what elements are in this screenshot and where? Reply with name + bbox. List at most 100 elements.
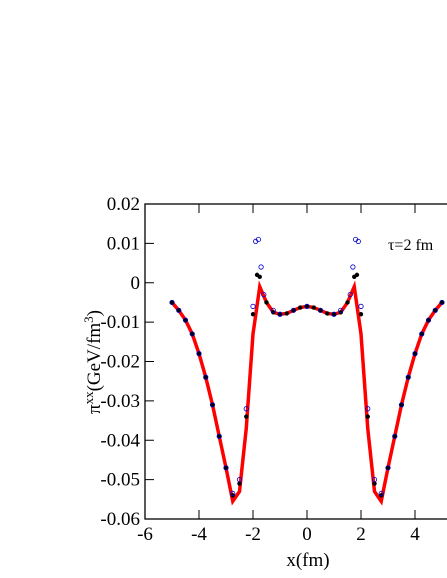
- data-dot: [250, 312, 256, 317]
- data-circle: [425, 317, 432, 323]
- data-circle: [412, 351, 418, 357]
- y-tick-label: -0.02: [100, 352, 140, 373]
- x-tick-label: 2: [356, 524, 366, 545]
- data-dot: [284, 311, 289, 316]
- y-label-part: (GeV/fm: [84, 323, 105, 392]
- y-tick-label: 0.01: [107, 233, 140, 254]
- data-dot: [358, 312, 364, 317]
- data-dot: [385, 465, 391, 471]
- data-circle: [350, 264, 356, 270]
- data-dot: [196, 351, 202, 356]
- data-dot: [419, 331, 424, 337]
- data-circle: [331, 311, 337, 317]
- x-tick-label: 0: [302, 524, 312, 545]
- x-tick-label: -6: [137, 524, 153, 545]
- x-axis-label: x(fm): [286, 550, 329, 571]
- data-circle: [250, 303, 256, 309]
- data-dot: [433, 308, 438, 313]
- data-dot: [176, 308, 181, 313]
- data-circle: [258, 264, 264, 270]
- data-circle: [432, 307, 438, 313]
- data-circle: [261, 291, 267, 298]
- data-dot: [183, 317, 188, 323]
- data-circle: [304, 303, 310, 309]
- data-dot: [439, 300, 445, 305]
- y-label-part: 3: [81, 316, 96, 323]
- data-dot: [264, 300, 269, 305]
- data-dot: [210, 402, 215, 408]
- data-dot: [203, 375, 208, 380]
- data-circle: [378, 490, 384, 497]
- data-circle: [358, 303, 364, 309]
- data-circle: [277, 311, 283, 317]
- annotation: τ=2 fm: [388, 237, 434, 254]
- data-dot: [325, 311, 330, 316]
- data-circle: [338, 307, 344, 313]
- data-circle: [270, 307, 276, 313]
- data-dot: [190, 331, 195, 337]
- data-dot: [237, 481, 242, 486]
- x-tick-label: -4: [191, 524, 207, 545]
- data-circle: [385, 465, 391, 471]
- data-dot: [331, 312, 337, 317]
- y-label-part: ): [84, 310, 105, 316]
- data-circle: [223, 465, 229, 471]
- data-dot: [318, 308, 323, 313]
- data-dot: [169, 300, 175, 305]
- data-circle: [230, 490, 236, 497]
- data-dot: [426, 317, 431, 323]
- x-tick-label: -2: [245, 524, 261, 545]
- data-dot: [304, 304, 310, 309]
- y-tick-label: -0.05: [100, 470, 140, 491]
- y-tick-label: -0.06: [100, 509, 140, 530]
- y-tick-label: -0.01: [100, 312, 140, 333]
- data-dot: [277, 312, 283, 317]
- data-circle: [203, 374, 209, 380]
- data-circle: [209, 402, 216, 408]
- y-tick-label: -0.04: [100, 430, 140, 451]
- data-dot: [399, 402, 404, 408]
- data-dot: [298, 305, 303, 310]
- data-circle: [243, 406, 249, 412]
- data-dot: [257, 274, 262, 280]
- data-circle: [196, 351, 202, 357]
- data-circle: [176, 307, 182, 313]
- data-circle: [419, 331, 425, 337]
- y-tick-label: -0.03: [100, 391, 140, 412]
- data-dot: [392, 434, 397, 439]
- data-dot: [354, 272, 360, 278]
- data-dot: [244, 414, 249, 419]
- data-dot: [291, 308, 296, 313]
- data-dot: [311, 305, 316, 310]
- data-circle: [371, 477, 378, 483]
- x-tick-label: 4: [410, 524, 420, 545]
- data-dot: [365, 414, 370, 419]
- data-circle: [398, 402, 405, 408]
- data-circle: [189, 331, 195, 337]
- y-label-part: π: [84, 404, 105, 414]
- data-dot: [412, 351, 418, 356]
- data-circle: [290, 307, 297, 313]
- data-circle: [255, 236, 261, 243]
- data-circle: [182, 317, 189, 323]
- data-circle: [365, 406, 371, 412]
- data-dot: [223, 465, 229, 471]
- data-circle: [216, 433, 222, 439]
- y-tick-label: 0: [131, 273, 141, 294]
- data-dot: [217, 434, 222, 439]
- y-label-part: xx: [81, 391, 96, 405]
- data-circle: [236, 477, 243, 483]
- data-circle: [405, 374, 411, 380]
- data-circle: [169, 299, 175, 306]
- data-circle: [317, 307, 324, 313]
- data-line: [170, 280, 444, 506]
- data-circle: [347, 291, 353, 298]
- data-dot: [372, 481, 377, 486]
- y-tick-label: 0.02: [107, 194, 140, 215]
- data-circle: [439, 299, 445, 306]
- data-dot: [345, 300, 350, 305]
- data-dot: [406, 375, 411, 380]
- data-circle: [355, 238, 361, 245]
